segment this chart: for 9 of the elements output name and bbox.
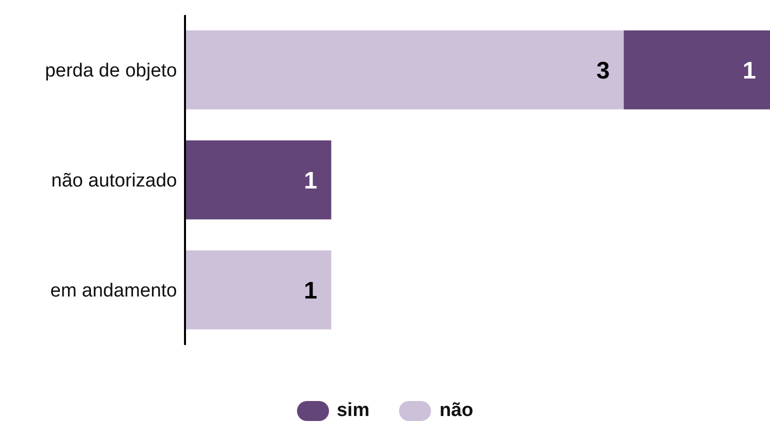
data-label: 1 <box>304 277 318 304</box>
data-label: 1 <box>304 167 318 194</box>
legend-label: não <box>439 400 474 422</box>
y-tick-label: perda de objeto <box>44 60 177 82</box>
data-label: 1 <box>742 57 756 84</box>
y-tick-label: em andamento <box>50 280 177 302</box>
y-tick-label: não autorizado <box>51 170 177 192</box>
data-label: 3 <box>596 57 610 84</box>
legend-label: sim <box>336 400 370 422</box>
